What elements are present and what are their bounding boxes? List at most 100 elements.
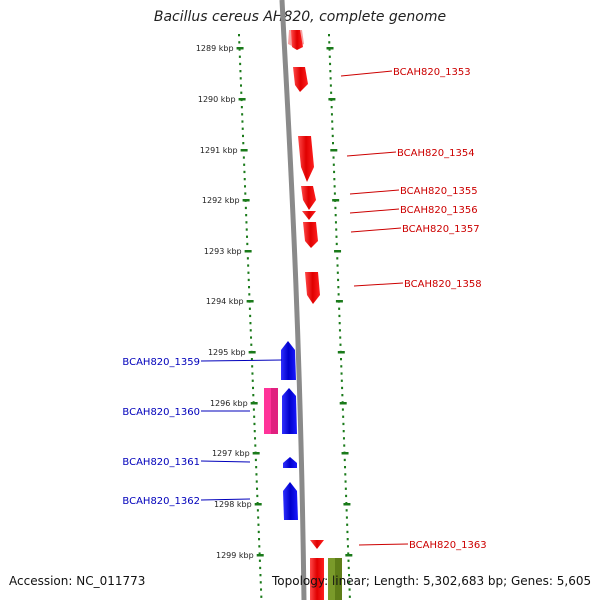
- scale-ticks: 1289 kbp 1290 kbp 1291 kbp 1292 kbp 1293 kbp…: [196, 44, 353, 560]
- scale-tick-right: [330, 149, 338, 152]
- gene-leader-line: [346, 151, 397, 157]
- scale-dot: [240, 106, 243, 109]
- scale-dot: [330, 91, 333, 94]
- scale-dot: [329, 84, 332, 87]
- scale-dot: [253, 430, 256, 433]
- scale-dot: [242, 142, 245, 145]
- scale-tick-label: 1291 kbp: [200, 146, 238, 155]
- scale-tick-label: 1290 kbp: [198, 95, 236, 104]
- scale-dot: [258, 559, 261, 562]
- scale-dot: [249, 329, 252, 332]
- scale-dot: [259, 581, 262, 584]
- gene-leader-line: [350, 227, 402, 233]
- scale-dot: [346, 530, 349, 534]
- scale-dot: [243, 163, 246, 166]
- scale-dot: [332, 156, 335, 159]
- scale-dot: [328, 55, 331, 58]
- scale-dot: [342, 415, 345, 418]
- scale-dot: [335, 228, 338, 231]
- scale-tick-left: [256, 554, 264, 557]
- scale-dot: [344, 487, 347, 490]
- scale-tick-right: [334, 250, 342, 253]
- scale-dot: [258, 538, 261, 541]
- scale-dot: [238, 48, 241, 51]
- scale-dot: [256, 509, 259, 512]
- gene-arrow-1355: [301, 186, 316, 210]
- scale-tick-left: [244, 250, 252, 253]
- right-scale-line: [328, 34, 351, 598]
- gene-leader-line: [200, 498, 251, 501]
- scale-dot: [329, 77, 332, 80]
- gene-label-right: BCAH820_1353: [393, 67, 471, 78]
- scale-dot: [252, 408, 255, 411]
- gene-label-right: BCAH820_1356: [400, 205, 478, 216]
- scale-tick-label: 1294 kbp: [206, 297, 244, 306]
- right-gene-labels: BCAH820_1353 BCAH820_1354 BCAH820_1355 BCAH…: [340, 67, 487, 551]
- scale-dot: [347, 552, 350, 555]
- scale-tick-right: [337, 351, 345, 354]
- scale-dot: [244, 185, 247, 188]
- scale-dot: [344, 480, 347, 483]
- scale-dot: [256, 487, 259, 490]
- scale-dot: [328, 48, 331, 51]
- scale-dot: [242, 156, 245, 159]
- gene-label-left: BCAH820_1361: [122, 457, 200, 468]
- scale-dot: [243, 178, 246, 181]
- gene-label-left: BCAH820_1360: [122, 407, 200, 418]
- scale-dot: [334, 214, 337, 217]
- scale-dot: [333, 178, 336, 181]
- scale-dot: [332, 142, 335, 145]
- scale-tick-left: [242, 199, 250, 202]
- scale-dot: [330, 113, 333, 116]
- scale-dot: [247, 278, 250, 282]
- scale-dot: [248, 286, 251, 289]
- scale-dot: [340, 358, 343, 361]
- accession-label: Accession: NC_011773: [9, 574, 146, 588]
- scale-tick-left: [254, 503, 262, 506]
- scale-dot: [241, 127, 244, 130]
- genome-backbone: [279, 0, 307, 600]
- scale-dot: [257, 523, 260, 526]
- scale-dot: [346, 523, 349, 526]
- scale-dot: [252, 386, 255, 390]
- scale-tick-right: [335, 300, 343, 303]
- scale-tick-left: [252, 452, 260, 455]
- scale-dot: [346, 545, 349, 548]
- scale-tick-right: [341, 452, 349, 455]
- scale-dot: [244, 192, 247, 195]
- scale-dot: [251, 372, 254, 375]
- scale-dot: [241, 113, 244, 116]
- scale-tick-left: [250, 402, 258, 405]
- scale-dot: [348, 574, 351, 577]
- gene-leader-line: [349, 189, 400, 195]
- scale-dot: [332, 163, 335, 166]
- scale-dot: [340, 365, 343, 368]
- scale-tick-label: 1297 kbp: [212, 449, 250, 458]
- scale-dot: [342, 422, 345, 426]
- scale-tick-right: [345, 554, 353, 557]
- scale-dot: [339, 343, 342, 346]
- scale-dot: [239, 70, 242, 73]
- scale-tick-right: [339, 402, 347, 405]
- topology-label: Topology: linear; Length: 5,302,683 bp; …: [272, 574, 592, 588]
- scale-dot: [341, 386, 344, 390]
- scale-tick-label: 1298 kbp: [214, 500, 252, 509]
- scale-dot: [331, 134, 334, 138]
- scale-tick-left: [240, 149, 248, 152]
- scale-tick-left: [236, 47, 244, 50]
- scale-dot: [260, 588, 263, 591]
- scale-dot: [246, 242, 249, 246]
- gene-partial-top-inner: [291, 30, 303, 50]
- scale-tick-label: 1299 kbp: [216, 551, 254, 560]
- scale-dot: [348, 581, 351, 584]
- gene-arrow-1358: [305, 272, 320, 304]
- gene-label-left: BCAH820_1362: [122, 496, 200, 507]
- scale-dot: [255, 473, 258, 476]
- scale-dot: [336, 257, 339, 260]
- scale-tick-label: 1295 kbp: [208, 348, 246, 357]
- scale-dot: [333, 185, 336, 188]
- scale-dot: [329, 70, 332, 73]
- gene-label-right: BCAH820_1358: [404, 279, 482, 290]
- scale-dot: [342, 430, 345, 433]
